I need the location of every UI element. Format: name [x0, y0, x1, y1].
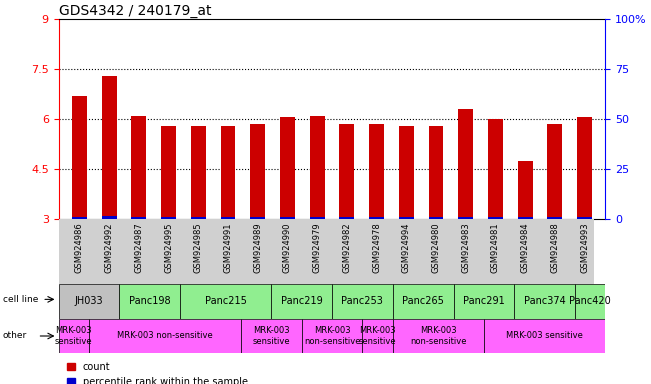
- Bar: [161, 217, 176, 219]
- Text: GSM924992: GSM924992: [105, 222, 114, 273]
- Text: GSM924986: GSM924986: [75, 222, 84, 273]
- Text: MRK-003 non-sensitive: MRK-003 non-sensitive: [117, 331, 213, 341]
- Bar: [250, 217, 265, 219]
- Bar: [393, 319, 484, 353]
- Bar: [454, 284, 514, 319]
- Bar: [59, 319, 89, 353]
- Bar: [250, 124, 265, 219]
- Text: GSM924982: GSM924982: [342, 222, 352, 273]
- Text: GSM924984: GSM924984: [521, 222, 530, 273]
- Text: GSM924993: GSM924993: [580, 222, 589, 273]
- Bar: [458, 217, 473, 219]
- Bar: [399, 217, 414, 219]
- Text: GSM924988: GSM924988: [550, 222, 559, 273]
- Bar: [518, 161, 533, 219]
- Text: MRK-003
non-sensitive: MRK-003 non-sensitive: [410, 326, 467, 346]
- Bar: [488, 119, 503, 219]
- Bar: [241, 319, 301, 353]
- Bar: [221, 217, 236, 219]
- Bar: [72, 217, 87, 219]
- Bar: [119, 284, 180, 319]
- Text: Panc215: Panc215: [205, 296, 247, 306]
- Bar: [72, 96, 87, 219]
- Text: Panc198: Panc198: [129, 296, 171, 306]
- Bar: [369, 217, 384, 219]
- Bar: [428, 126, 443, 219]
- Bar: [271, 284, 332, 319]
- Bar: [339, 124, 354, 219]
- Text: GDS4342 / 240179_at: GDS4342 / 240179_at: [59, 4, 211, 18]
- Text: GSM924987: GSM924987: [134, 222, 143, 273]
- Bar: [191, 217, 206, 219]
- Bar: [161, 126, 176, 219]
- Text: GSM924983: GSM924983: [462, 222, 470, 273]
- Bar: [59, 284, 119, 319]
- Bar: [363, 319, 393, 353]
- Bar: [310, 116, 325, 219]
- Bar: [102, 216, 117, 219]
- Text: other: other: [3, 331, 27, 341]
- Bar: [280, 118, 295, 219]
- Bar: [191, 126, 206, 219]
- Text: MRK-003 sensitive: MRK-003 sensitive: [506, 331, 583, 341]
- Bar: [301, 319, 363, 353]
- Text: MRK-003
sensitive: MRK-003 sensitive: [253, 326, 290, 346]
- Bar: [180, 284, 271, 319]
- Text: GSM924985: GSM924985: [194, 222, 202, 273]
- Bar: [458, 109, 473, 219]
- Bar: [132, 217, 146, 219]
- Legend: count, percentile rank within the sample: count, percentile rank within the sample: [63, 358, 252, 384]
- Bar: [310, 217, 325, 219]
- Bar: [514, 284, 575, 319]
- Text: Panc253: Panc253: [342, 296, 383, 306]
- Bar: [547, 124, 562, 219]
- Text: GSM924994: GSM924994: [402, 222, 411, 273]
- Text: Panc219: Panc219: [281, 296, 322, 306]
- Bar: [577, 118, 592, 219]
- Text: MRK-003
sensitive: MRK-003 sensitive: [55, 326, 92, 346]
- Text: GSM924995: GSM924995: [164, 222, 173, 273]
- Text: JH033: JH033: [75, 296, 104, 306]
- Text: GSM924980: GSM924980: [432, 222, 441, 273]
- Bar: [369, 124, 384, 219]
- Text: GSM924978: GSM924978: [372, 222, 381, 273]
- Bar: [547, 217, 562, 219]
- Text: Panc265: Panc265: [402, 296, 444, 306]
- Bar: [102, 76, 117, 219]
- Text: GSM924990: GSM924990: [283, 222, 292, 273]
- Text: GSM924989: GSM924989: [253, 222, 262, 273]
- Text: GSM924979: GSM924979: [312, 222, 322, 273]
- Bar: [89, 319, 241, 353]
- Text: Panc291: Panc291: [463, 296, 505, 306]
- Bar: [488, 217, 503, 219]
- Text: Panc420: Panc420: [570, 296, 611, 306]
- Bar: [221, 126, 236, 219]
- Bar: [339, 217, 354, 219]
- Text: MRK-003
sensitive: MRK-003 sensitive: [359, 326, 396, 346]
- Bar: [399, 126, 414, 219]
- Bar: [132, 116, 146, 219]
- Text: MRK-003
non-sensitive: MRK-003 non-sensitive: [304, 326, 360, 346]
- Bar: [280, 217, 295, 219]
- Bar: [332, 284, 393, 319]
- Bar: [575, 284, 605, 319]
- Text: GSM924991: GSM924991: [223, 222, 232, 273]
- Bar: [577, 217, 592, 219]
- Text: cell line: cell line: [3, 295, 38, 304]
- Bar: [428, 217, 443, 219]
- Text: GSM924981: GSM924981: [491, 222, 500, 273]
- Text: Panc374: Panc374: [524, 296, 566, 306]
- Bar: [484, 319, 605, 353]
- Bar: [518, 217, 533, 219]
- Bar: [393, 284, 454, 319]
